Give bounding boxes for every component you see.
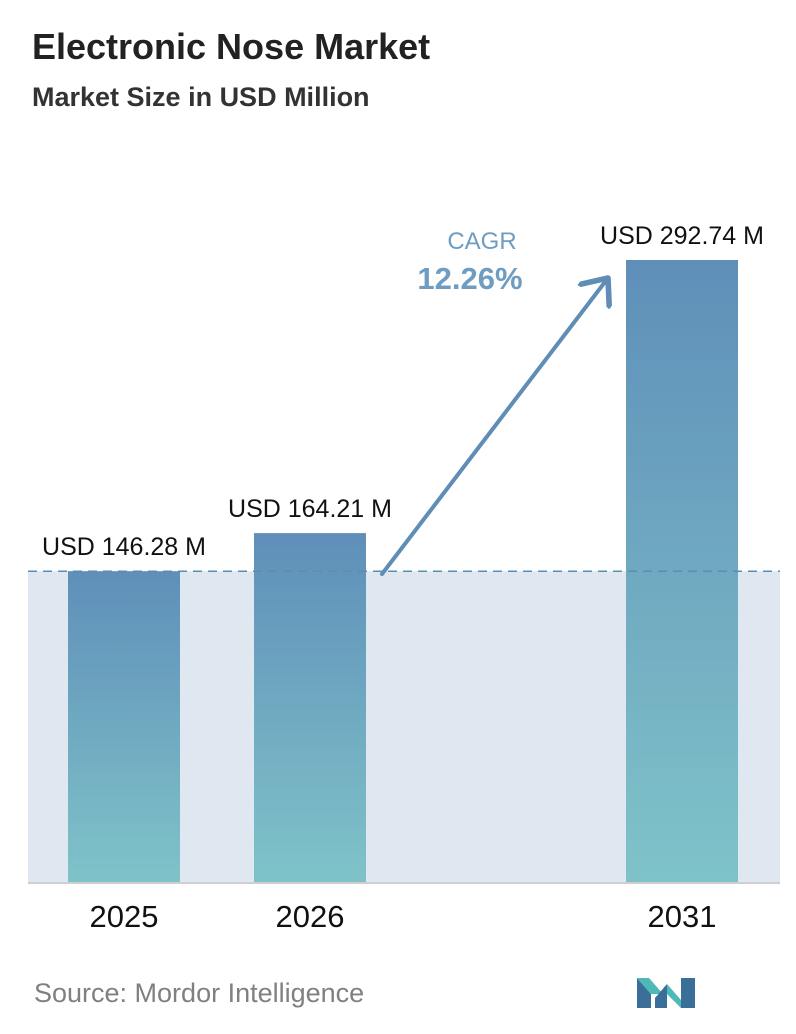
bar-2026 [254, 533, 366, 882]
mordor-intelligence-logo-icon [637, 978, 695, 1008]
cagr-value: 12.26% [417, 261, 522, 296]
value-label-2025: USD 146.28 M [42, 533, 206, 561]
source-note: Source: Mordor Intelligence [34, 978, 365, 1008]
tick-label-2025: 2025 [90, 899, 159, 934]
cagr-arrow [380, 278, 608, 576]
value-label-2031: USD 292.74 M [600, 222, 764, 250]
tick-label-2031: 2031 [648, 899, 717, 934]
value-label-2026: USD 164.21 M [228, 495, 392, 523]
bar-2025 [68, 571, 180, 882]
tick-label-2026: 2026 [276, 899, 345, 934]
chart-title: Electronic Nose Market [32, 26, 431, 67]
cagr-label: CAGR [447, 228, 516, 255]
chart-subtitle: Market Size in USD Million [32, 82, 370, 112]
